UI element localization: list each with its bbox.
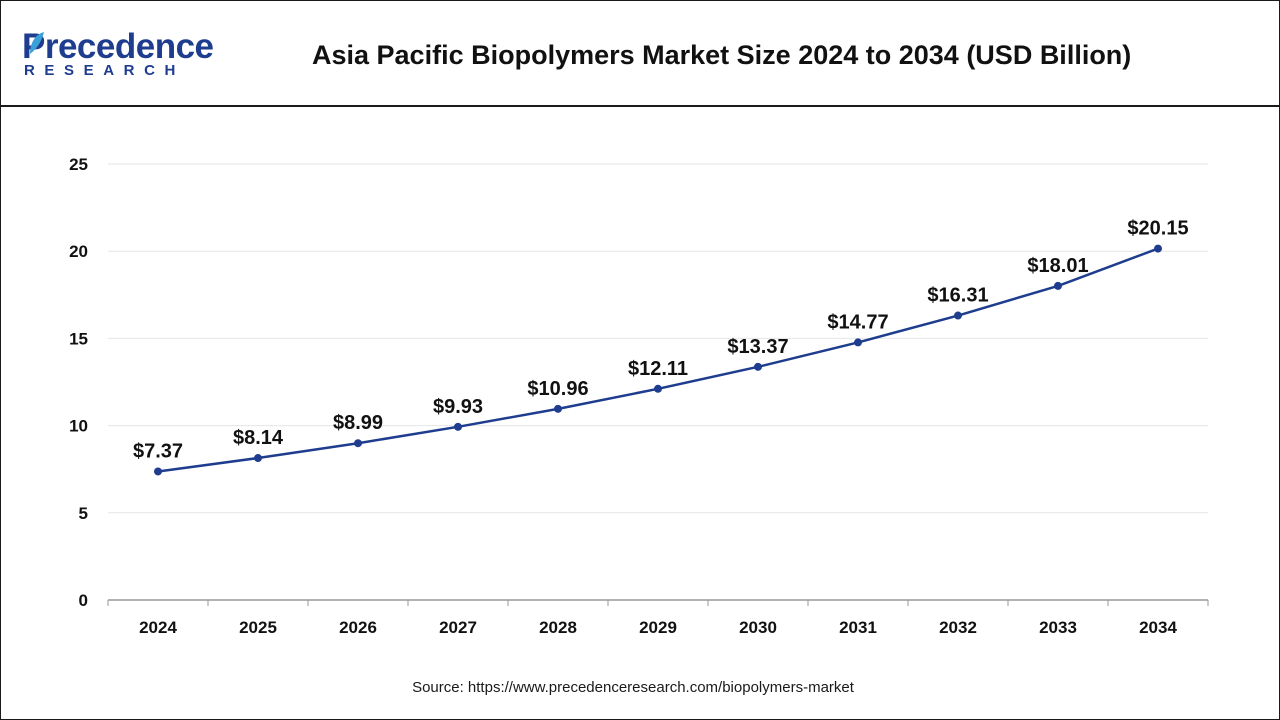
data-label-2024: $7.37 xyxy=(133,440,183,462)
y-tick-label-5: 5 xyxy=(79,504,88,523)
y-tick-label-10: 10 xyxy=(69,417,88,436)
data-point-2032 xyxy=(954,311,962,320)
chart-title: Asia Pacific Biopolymers Market Size 202… xyxy=(312,40,1132,70)
data-point-2027 xyxy=(454,422,462,431)
data-point-2028 xyxy=(554,404,562,413)
data-label-2032: $16.31 xyxy=(927,285,988,307)
source-note: Source: https://www.precedenceresearch.c… xyxy=(412,679,854,696)
y-tick-label-0: 0 xyxy=(79,591,88,610)
brand-logo: Precedence RESEARCH xyxy=(22,28,222,84)
data-label-2025: $8.14 xyxy=(233,427,284,449)
x-tick-label-2027: 2027 xyxy=(439,618,477,637)
x-tick-label-2024: 2024 xyxy=(139,618,177,637)
data-point-2026 xyxy=(354,439,362,448)
data-label-2028: $10.96 xyxy=(527,378,588,400)
x-tick-label-2026: 2026 xyxy=(339,618,377,637)
logo-main-text: Precedence xyxy=(22,27,214,66)
y-tick-label-20: 20 xyxy=(69,242,88,261)
data-point-2030 xyxy=(754,362,762,371)
x-tick-label-2034: 2034 xyxy=(1139,618,1177,637)
data-point-2033 xyxy=(1054,281,1062,290)
data-label-2030: $13.37 xyxy=(727,336,788,358)
data-point-2024 xyxy=(154,467,162,476)
data-point-2029 xyxy=(654,384,662,393)
data-point-2025 xyxy=(254,454,262,463)
logo-sub-text: RESEARCH xyxy=(24,62,185,79)
data-label-2029: $12.11 xyxy=(628,358,688,380)
data-label-2026: $8.99 xyxy=(333,412,383,434)
data-point-2031 xyxy=(854,338,862,347)
x-tick-label-2031: 2031 xyxy=(839,618,877,637)
data-label-2031: $14.77 xyxy=(827,311,888,333)
header: Precedence RESEARCH Asia Pacific Biopoly… xyxy=(0,0,1280,107)
label-layer: $7.37 $8.14 $8.99 $9.93 $10.96 $12.11 $13.37 $1… xyxy=(133,218,1189,463)
x-tick-label-2029: 2029 xyxy=(639,618,677,637)
data-point-2034 xyxy=(1154,244,1162,253)
x-tick-label-2025: 2025 xyxy=(239,618,277,637)
x-tick-label-2032: 2032 xyxy=(939,618,977,637)
x-tick-label-2030: 2030 xyxy=(739,618,777,637)
x-tick-label-2028: 2028 xyxy=(539,618,577,637)
y-tick-label-25: 25 xyxy=(69,155,88,174)
data-label-2033: $18.01 xyxy=(1027,255,1088,277)
data-label-2034: $20.15 xyxy=(1127,218,1188,240)
y-tick-label-15: 15 xyxy=(69,329,88,348)
data-label-2027: $9.93 xyxy=(433,396,483,418)
x-tick-label-2033: 2033 xyxy=(1039,618,1077,637)
grid-layer xyxy=(108,163,1208,514)
leaf-icon xyxy=(30,32,44,54)
point-layer xyxy=(154,244,1162,476)
